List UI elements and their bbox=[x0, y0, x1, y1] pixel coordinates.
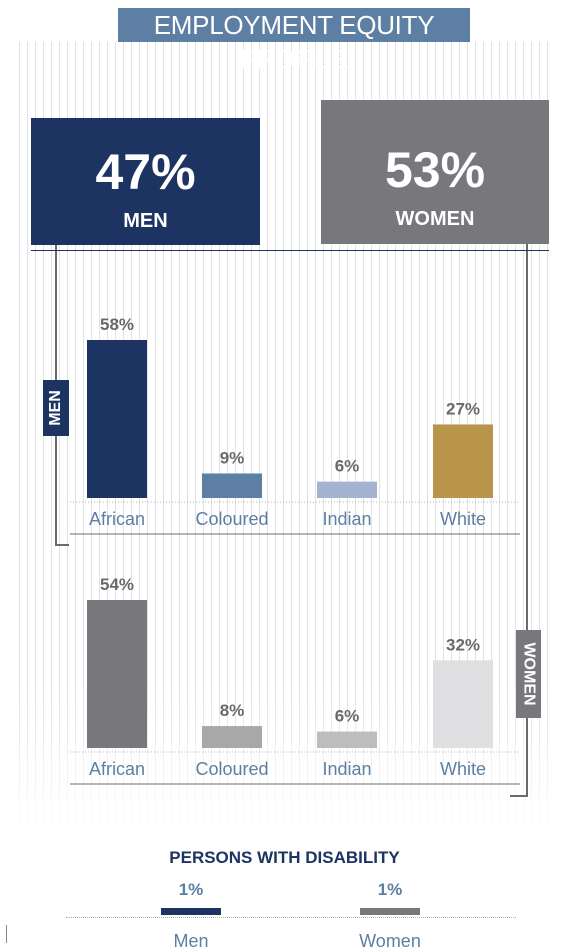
men-value-label-african: 58% bbox=[100, 315, 134, 334]
men-value-label-indian: 6% bbox=[335, 457, 360, 476]
women-side-tag: WOMEN bbox=[516, 630, 541, 718]
women-value-label-coloured: 8% bbox=[220, 701, 245, 720]
legend-item-men: 1% Men bbox=[131, 880, 251, 952]
men-category-label-white: White bbox=[440, 509, 486, 529]
edge-tick bbox=[6, 925, 7, 943]
women-category-label-african: African bbox=[89, 759, 145, 779]
women-value-label-white: 32% bbox=[446, 635, 480, 654]
legend-men-value: 1% bbox=[178, 880, 204, 899]
women-label: WOMEN bbox=[395, 208, 475, 230]
legend-women-value: 1% bbox=[377, 880, 403, 899]
men-bar-coloured bbox=[202, 473, 262, 498]
page-title: EMPLOYMENT EQUITY PROFILE bbox=[118, 8, 470, 74]
women-bar-coloured bbox=[202, 726, 262, 748]
men-connector-foot bbox=[55, 544, 69, 546]
women-connector-vertical bbox=[526, 244, 528, 797]
legend-baseline bbox=[66, 917, 516, 918]
legend-women-swatch bbox=[360, 908, 420, 915]
women-value-label-african: 54% bbox=[100, 575, 134, 594]
men-label: MEN bbox=[123, 210, 168, 232]
legend-item-women: 1% Women bbox=[330, 880, 450, 952]
men-bar-white bbox=[433, 424, 493, 498]
men-bar-indian bbox=[317, 481, 377, 498]
women-percentage: 53% bbox=[384, 142, 486, 198]
men-category-label-african: African bbox=[89, 509, 145, 529]
top-divider bbox=[31, 250, 549, 251]
legend-title: PERSONS WITH DISABILITY bbox=[169, 848, 400, 867]
men-category-label-indian: Indian bbox=[322, 509, 371, 529]
women-connector-foot bbox=[510, 795, 528, 797]
legend-men-label: Men bbox=[173, 931, 209, 951]
women-summary-box: 53% WOMEN bbox=[321, 100, 549, 244]
women-category-label-indian: Indian bbox=[322, 759, 371, 779]
men-side-tag: MEN bbox=[43, 380, 69, 436]
men-value-label-coloured: 9% bbox=[220, 448, 245, 467]
men-bar-african bbox=[87, 340, 147, 498]
women-category-label-white: White bbox=[440, 759, 486, 779]
women-bar-white bbox=[433, 660, 493, 748]
men-summary-box: 47% MEN bbox=[31, 118, 260, 245]
women-bar-indian bbox=[317, 731, 377, 748]
legend-women-label: Women bbox=[359, 931, 421, 951]
women-bar-african bbox=[87, 600, 147, 748]
women-value-label-indian: 6% bbox=[335, 707, 360, 726]
women-category-label-coloured: Coloured bbox=[195, 759, 268, 779]
legend-men-swatch bbox=[161, 908, 221, 915]
men-percentage: 47% bbox=[95, 144, 196, 200]
men-category-label-coloured: Coloured bbox=[195, 509, 268, 529]
men-value-label-white: 27% bbox=[446, 399, 480, 418]
